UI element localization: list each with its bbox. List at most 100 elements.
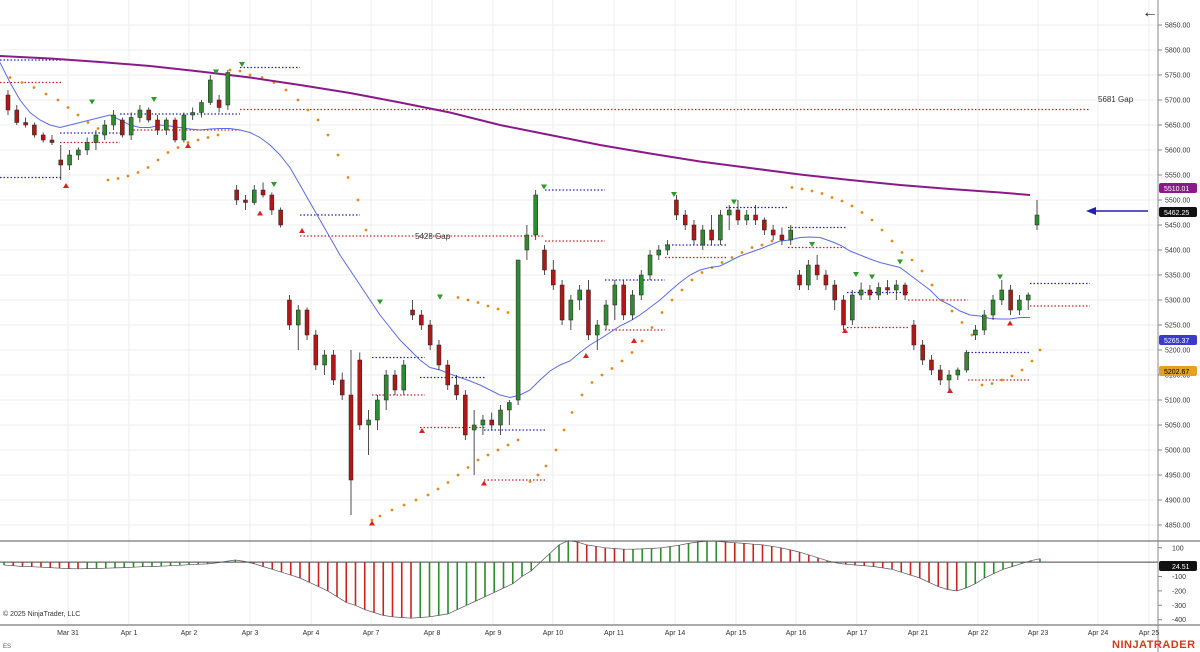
sell-signal-icon [213,69,219,75]
buy-signal-icon [369,520,375,526]
candle-body [208,79,213,103]
candle-body [814,264,820,276]
annotation-5428-gap: 5428 Gap [415,232,451,241]
candle-body [533,194,538,236]
sma-long-line [0,55,1031,196]
osc-tick-label: 100 [1172,545,1184,552]
annotation-5681-gap: 5681 Gap [1098,95,1134,104]
psar-dot [56,98,60,102]
date-label: Apr 22 [968,630,989,637]
candle-body [401,364,407,391]
psar-dot [740,251,744,254]
psar-dot [880,228,884,232]
sell-signal-icon [809,242,815,247]
psar-dot [378,514,382,518]
date-label: Apr 9 [485,630,502,637]
psar-dot [870,218,874,222]
candle-body [744,214,750,221]
date-label: Apr 10 [543,630,564,637]
psar-dot [860,211,864,214]
date-label: Apr 3 [242,630,259,637]
price-tick-label: 5350.00 [1165,273,1190,280]
candle-body [507,402,512,411]
candle-body [436,344,442,366]
candle-body [190,112,195,116]
psar-dot [156,158,160,162]
copyright-text: © 2025 NinjaTrader, LLC [3,610,80,618]
psar-dot [476,458,480,462]
grid-lines [0,0,1158,624]
psar-dot [730,256,734,259]
psar-dot [116,177,120,180]
candlestick-series[interactable] [5,70,1040,515]
candle-body [911,324,917,346]
sell-signal-icon [89,99,95,105]
psar-dot [600,373,604,377]
psar-dot [146,166,150,169]
psar-dot [284,88,288,92]
candle-body [58,159,64,166]
psar-dot [456,296,460,299]
candle-body [269,194,275,211]
price-tick-label: 5500.00 [1165,198,1190,205]
candle-body [929,359,934,371]
psar-dot [44,92,48,96]
psar-dot [890,239,894,243]
date-label: Apr 7 [363,630,380,637]
candle-body [999,289,1005,301]
support-resistance-levels [0,59,1090,481]
psar-dot [166,151,170,154]
date-label: Apr 25 [1139,630,1160,637]
psar-dot [106,178,110,182]
psar-dot [536,473,540,477]
psar-dot [496,448,500,452]
psar-dot [506,311,510,314]
candle-body [885,287,890,291]
candle-body [806,264,811,286]
candle-body [304,309,310,336]
date-label: Apr 21 [908,630,929,637]
psar-dot [496,307,500,311]
price-tick-label: 5850.00 [1165,23,1190,30]
psar-dot [1030,359,1034,363]
psar-dot [770,239,774,243]
psar-dot [446,481,450,484]
last-price-arrow [1086,207,1148,215]
candle-body [630,294,635,316]
candle-body [638,274,644,296]
back-arrow-icon[interactable]: ← [1142,4,1158,21]
psar-dot [76,113,80,117]
parabolic-sar [8,68,1042,522]
candle-body [832,284,837,301]
candle-body [841,299,846,326]
psar-dot [436,487,440,491]
candle-body [797,274,802,286]
psar-dot [370,518,374,522]
candle-body [419,314,424,326]
buy-signal-icon [63,183,69,188]
psar-dot [720,261,724,264]
tag-sma-short: 5265.37 [1164,338,1189,345]
psar-dot [346,176,350,179]
psar-dot [960,321,964,324]
date-label: Apr 23 [1028,630,1049,637]
candle-body [32,124,37,136]
candle-body [1025,294,1031,301]
tag-other: 5202.67 [1164,369,1189,376]
candle-body [427,324,433,346]
arrow-head-icon [1086,207,1096,215]
osc-envelope-line [3,540,1041,619]
psar-dot [216,133,220,137]
psar-dot [136,171,140,174]
candle-body [331,354,336,381]
psar-dot [176,146,180,149]
psar-dot [356,198,360,202]
candle-body [243,199,248,203]
psar-dot [630,351,634,354]
candle-body [463,394,468,436]
psar-dot [554,448,558,452]
buy-signal-icon [947,388,953,393]
candle-body [735,209,741,221]
psar-dot [980,383,984,387]
